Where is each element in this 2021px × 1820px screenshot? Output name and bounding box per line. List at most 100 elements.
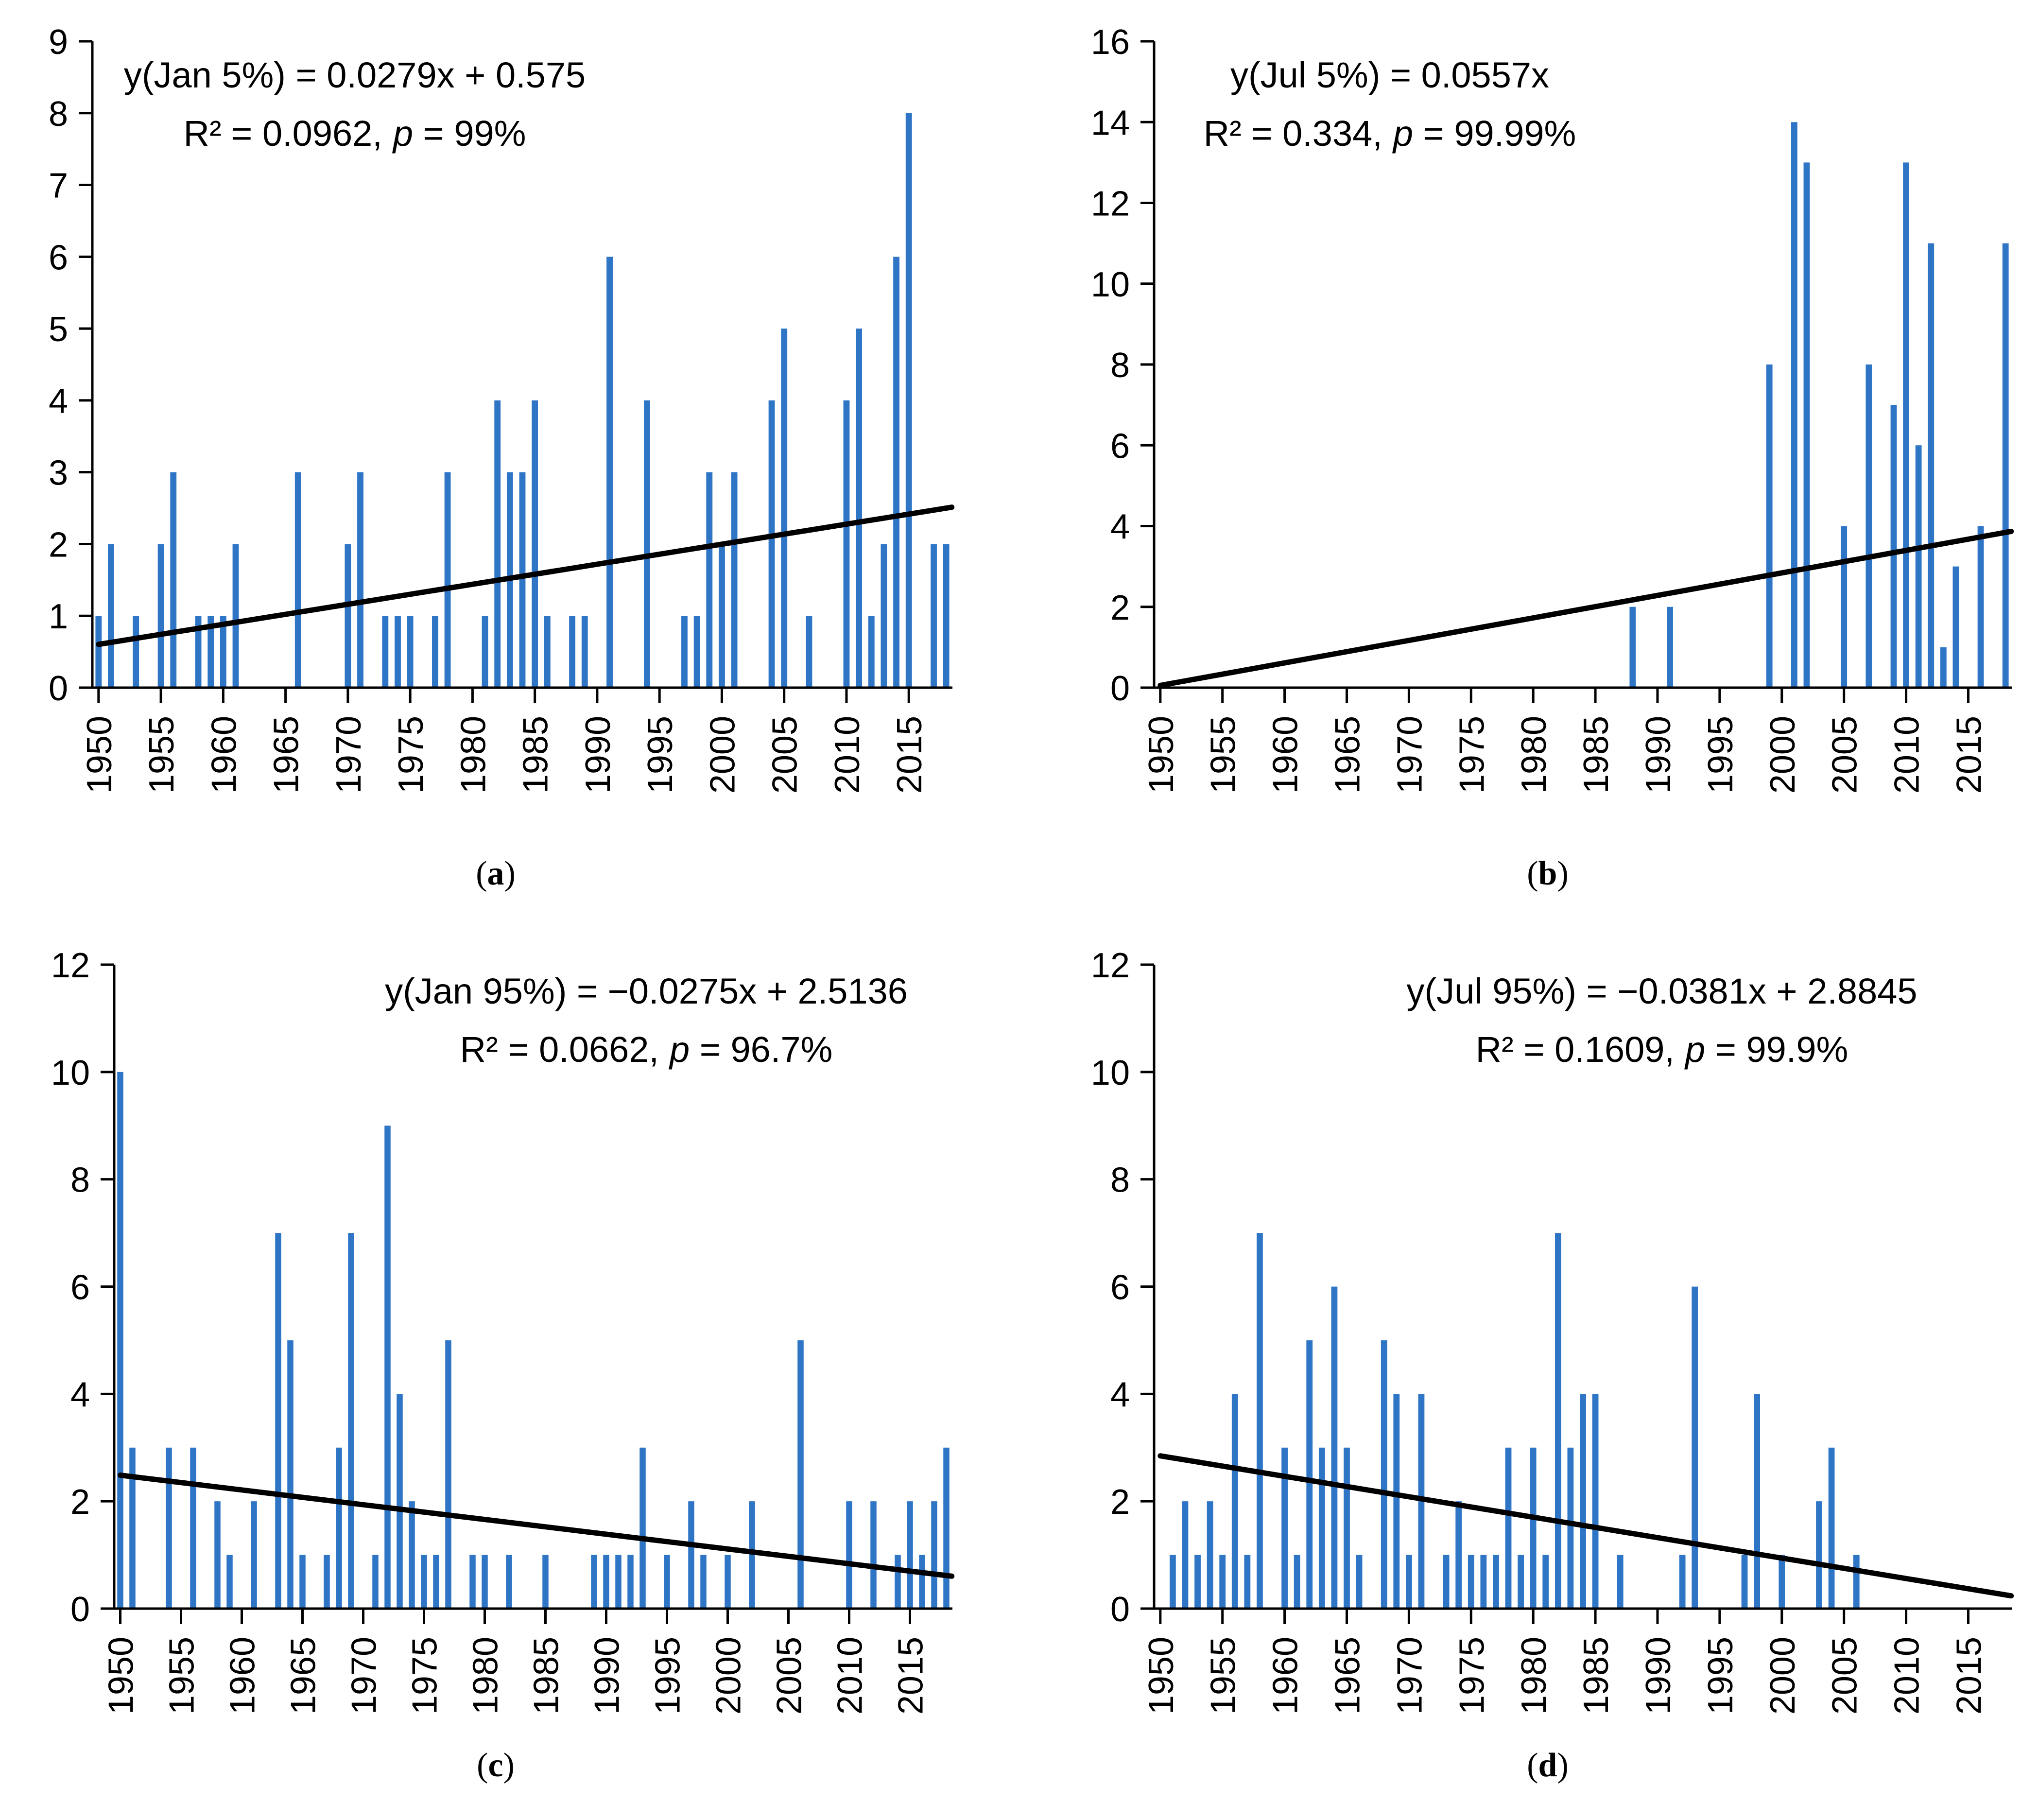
bar (108, 544, 114, 688)
regression-equation: y(Jul 5%) = 0.0557x (1230, 55, 1549, 95)
panel-caption: (c) (477, 1747, 515, 1784)
regression-equation: y(Jan 5%) = 0.0279x + 0.575 (124, 55, 586, 95)
caption-letter: d (1538, 1747, 1557, 1784)
bar (95, 616, 102, 688)
bar (157, 544, 164, 688)
caption-close-paren: ) (503, 1747, 515, 1784)
x-tick-label: 2005 (1826, 1637, 1865, 1715)
bar (806, 616, 812, 688)
bar (1803, 162, 1810, 688)
x-tick-label: 2010 (1888, 716, 1927, 794)
chart-panel-d: 0 2 4 6 8 10 12 1950 1955 1960 1965 1970 1975 1980 198… (1091, 946, 2014, 1784)
regression-stats: R² = 0.334, p = 99.99% (1204, 113, 1576, 154)
bar (170, 472, 177, 688)
bar (1940, 647, 1947, 688)
bar (868, 616, 875, 688)
bar (1903, 162, 1909, 688)
x-tick-label: 1960 (1266, 716, 1305, 794)
bar (1592, 1394, 1599, 1609)
bar (275, 1233, 281, 1609)
caption-letter: c (488, 1747, 503, 1784)
bar (432, 616, 438, 688)
caption-close-paren: ) (1557, 1747, 1568, 1784)
x-tick-label: 2005 (1826, 716, 1865, 794)
bar (324, 1555, 330, 1609)
bar (469, 1555, 476, 1609)
x-tick-label: 2010 (1888, 1637, 1927, 1715)
bar (664, 1555, 670, 1609)
caption-letter: a (487, 855, 504, 892)
bar (532, 400, 538, 688)
x-tick-label: 1995 (641, 716, 680, 794)
y-tick-label: 0 (1110, 1590, 1130, 1629)
panel-caption: (b) (1527, 855, 1569, 892)
bar (1194, 1555, 1201, 1609)
bar (644, 400, 650, 688)
bar (397, 1394, 403, 1609)
x-tick-label: 2005 (770, 1637, 809, 1715)
bar (226, 1555, 233, 1609)
y-tick-label: 12 (1091, 946, 1130, 985)
p-symbol: p (392, 113, 413, 154)
x-tick-label: 1985 (517, 716, 555, 794)
bar (1169, 1555, 1176, 1609)
bar (1542, 1555, 1549, 1609)
bar (1231, 1394, 1238, 1609)
bar (627, 1555, 634, 1609)
bar (1791, 122, 1797, 688)
bar (843, 400, 850, 688)
y-tick-label: 16 (1091, 23, 1130, 62)
bar (870, 1501, 877, 1609)
x-tick-label: 1995 (1701, 1637, 1740, 1715)
bar (166, 1447, 172, 1609)
regression-stats: R² = 0.0962, p = 99% (184, 113, 526, 154)
bar (681, 616, 688, 688)
caption-close-paren: ) (1557, 855, 1568, 892)
bar (1530, 1447, 1537, 1609)
bar (232, 544, 239, 688)
bar (117, 1072, 123, 1609)
regression-stats: R² = 0.0662, p = 96.7% (460, 1029, 833, 1070)
bar (494, 400, 501, 688)
bar (407, 616, 414, 688)
bar (943, 544, 950, 688)
x-tick-label: 1955 (142, 716, 181, 794)
bar (569, 616, 576, 688)
x-tick-label: 2015 (892, 1637, 931, 1715)
x-tick-label: 2010 (831, 1637, 870, 1715)
bar (893, 257, 899, 688)
p-symbol: p (669, 1029, 690, 1070)
y-tick-label: 3 (49, 454, 68, 493)
bar (1779, 1555, 1785, 1609)
y-tick-label: 6 (1110, 1268, 1130, 1307)
bar (749, 1501, 755, 1609)
chart-panel-a: 0 1 2 3 4 5 6 7 8 9 1950 1955 1960 1965 1970 1975 1980 19… (49, 23, 955, 892)
bar (1617, 1555, 1624, 1609)
x-tick-label: 1965 (1328, 716, 1367, 794)
bar (581, 616, 588, 688)
bar (1667, 607, 1673, 688)
x-tick-label: 1950 (1142, 1637, 1181, 1715)
r-squared: R² = 0.1609, (1476, 1029, 1675, 1070)
bar (856, 329, 863, 688)
bar (190, 1447, 196, 1609)
bar (1853, 1555, 1860, 1609)
bar (719, 544, 725, 688)
x-tick-label: 1975 (392, 716, 431, 794)
x-tick-label: 1990 (579, 716, 618, 794)
bar (395, 616, 401, 688)
x-tick-label: 1970 (1390, 716, 1429, 794)
x-tick-label: 2000 (703, 716, 742, 794)
bar (731, 472, 738, 688)
bar (220, 616, 226, 688)
bar (207, 616, 214, 688)
bar (1692, 1286, 1698, 1609)
bar (1468, 1555, 1474, 1609)
x-tick-label: 1950 (102, 1637, 141, 1715)
x-tick-label: 1970 (345, 1637, 384, 1715)
x-tick-label: 1955 (1204, 1637, 1243, 1715)
bar (299, 1555, 306, 1609)
bar (781, 329, 788, 688)
p-symbol: p (1684, 1029, 1705, 1070)
y-tick-label: 0 (49, 669, 68, 708)
